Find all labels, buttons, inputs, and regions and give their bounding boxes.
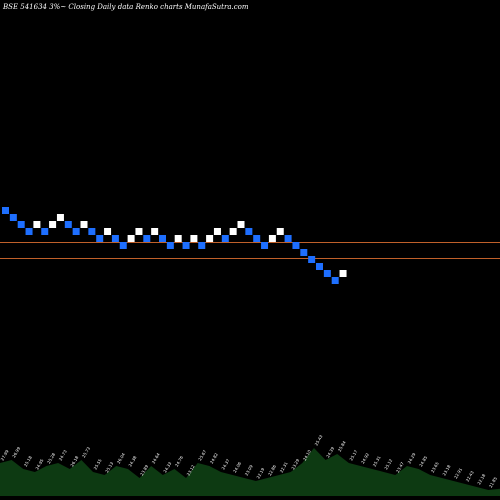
volume-label: 23.29 bbox=[290, 458, 300, 471]
renko-brick-up bbox=[127, 235, 135, 242]
renko-brick-up bbox=[135, 228, 143, 235]
volume-label: 23.09 bbox=[244, 464, 254, 477]
renko-brick-down bbox=[284, 235, 292, 242]
renko-brick-up bbox=[213, 228, 221, 235]
volume-label: 22.31 bbox=[279, 461, 289, 474]
volume-label: 23.12 bbox=[186, 464, 196, 477]
renko-bricks bbox=[2, 207, 347, 284]
renko-brick-down bbox=[96, 235, 104, 242]
renko-brick-down bbox=[331, 277, 339, 284]
volume-label: 26.18 bbox=[69, 455, 79, 468]
volume-label: 24.73 bbox=[58, 449, 68, 462]
volume-label: 27.99 bbox=[0, 449, 10, 462]
renko-brick-down bbox=[166, 242, 174, 249]
volume-label: 25.13 bbox=[104, 461, 114, 474]
renko-brick-up bbox=[190, 235, 198, 242]
renko-brick-down bbox=[261, 242, 269, 249]
renko-brick-down bbox=[17, 221, 25, 228]
renko-brick-up bbox=[206, 235, 214, 242]
renko-brick-up bbox=[276, 228, 284, 235]
volume-label: 23.47 bbox=[395, 461, 405, 474]
renko-brick-up bbox=[174, 235, 182, 242]
renko-brick-down bbox=[64, 221, 72, 228]
volume-label: 22.86 bbox=[267, 464, 277, 477]
renko-brick-down bbox=[72, 228, 80, 235]
volume-label: 25.43 bbox=[313, 434, 323, 447]
volume-area-fill bbox=[0, 448, 500, 496]
renko-brick-down bbox=[323, 270, 331, 277]
volume-label: 25.73 bbox=[81, 446, 91, 459]
volume-label: 22.91 bbox=[453, 467, 463, 480]
renko-brick-down bbox=[221, 235, 229, 242]
volume-label: 22.18 bbox=[476, 473, 486, 486]
renko-brick-down bbox=[292, 242, 300, 249]
volume-label: 23.65 bbox=[430, 461, 440, 474]
renko-brick-down bbox=[245, 228, 253, 235]
renko-brick-down bbox=[88, 228, 96, 235]
renko-brick-up bbox=[33, 221, 41, 228]
renko-brick-up bbox=[56, 214, 64, 221]
renko-brick-up bbox=[80, 221, 88, 228]
volume-label: 24.10 bbox=[302, 449, 312, 462]
renko-brick-down bbox=[41, 228, 49, 235]
renko-brick-down bbox=[143, 235, 151, 242]
renko-brick-up bbox=[151, 228, 159, 235]
renko-brick-down bbox=[25, 228, 33, 235]
volume-label: 25.31 bbox=[372, 455, 382, 468]
renko-brick-down bbox=[253, 235, 261, 242]
renko-brick-up bbox=[104, 228, 112, 235]
volume-label: 25.28 bbox=[46, 452, 56, 465]
renko-brick-up bbox=[229, 228, 237, 235]
volume-label: 24.95 bbox=[34, 458, 44, 471]
renko-brick-up bbox=[237, 221, 245, 228]
volume-label: 24.82 bbox=[209, 452, 219, 465]
volume-label: 22.19 bbox=[255, 467, 265, 480]
volume-label: 26.04 bbox=[116, 452, 126, 465]
volume-label: 24.06 bbox=[232, 461, 242, 474]
volume-label: 24.39 bbox=[325, 446, 335, 459]
renko-brick-down bbox=[159, 235, 166, 242]
renko-brick-down bbox=[316, 263, 323, 270]
volume-label: 24.33 bbox=[162, 461, 172, 474]
renko-brick-down bbox=[198, 242, 206, 249]
volume-label: 24.29 bbox=[407, 452, 417, 465]
renko-brick-down bbox=[9, 214, 17, 221]
volume-label: 25.55 bbox=[93, 458, 103, 471]
volume-label: 23.18 bbox=[441, 464, 451, 477]
volume-label: 24.92 bbox=[360, 452, 370, 465]
volume-label: 25.12 bbox=[383, 458, 393, 471]
volume-label: 23.89 bbox=[139, 464, 149, 477]
renko-brick-up bbox=[339, 270, 347, 277]
volume-label: 24.85 bbox=[418, 455, 428, 468]
renko-brick-down bbox=[308, 256, 316, 263]
volume-label: 24.64 bbox=[151, 452, 161, 465]
volume-label: 22.43 bbox=[465, 470, 475, 483]
volume-label: 25.84 bbox=[337, 440, 347, 453]
volume-label: 26.99 bbox=[11, 446, 21, 459]
volume-label: 24.37 bbox=[220, 458, 230, 471]
renko-brick-down bbox=[182, 242, 190, 249]
volume-label: 25.17 bbox=[348, 449, 358, 462]
volume-label: 25.67 bbox=[197, 449, 207, 462]
volume-label: 24.38 bbox=[127, 455, 137, 468]
chart-title: BSE 541634 3%~ Closing Daily data Renko … bbox=[2, 3, 249, 11]
renko-brick-down bbox=[300, 249, 308, 256]
renko-brick-up bbox=[268, 235, 276, 242]
volume-label: 25.18 bbox=[23, 455, 33, 468]
renko-brick-down bbox=[119, 242, 127, 249]
volume-label: 24.76 bbox=[174, 455, 184, 468]
reference-lines bbox=[0, 242, 500, 259]
renko-brick-down bbox=[111, 235, 119, 242]
renko-brick-down bbox=[2, 207, 9, 214]
renko-brick-up bbox=[49, 221, 57, 228]
volume-label: 21.85 bbox=[488, 476, 498, 489]
